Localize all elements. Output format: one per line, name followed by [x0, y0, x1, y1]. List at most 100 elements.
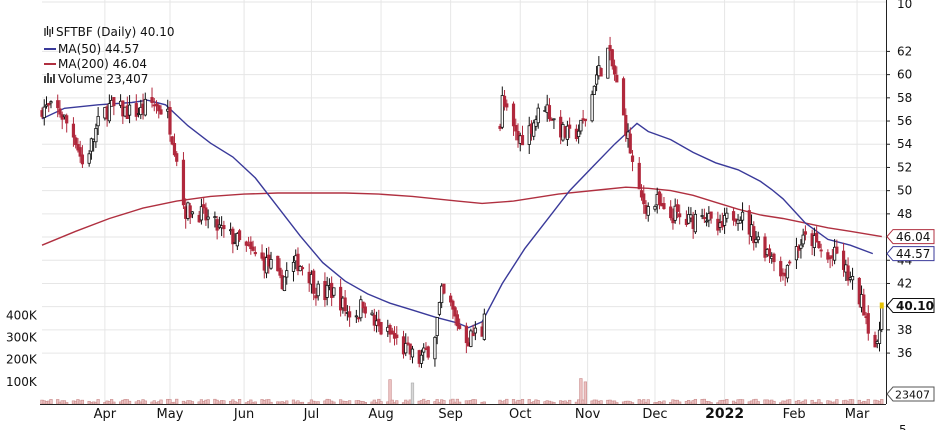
time-tick-label: Nov — [575, 407, 601, 422]
volume-bar — [49, 399, 53, 405]
candle-body — [65, 115, 69, 124]
candle-body — [630, 155, 635, 162]
candle-body — [693, 213, 697, 233]
candle-body — [606, 47, 610, 79]
candle-body — [356, 317, 361, 320]
candle-body — [738, 220, 742, 224]
candle-body — [251, 246, 255, 251]
volume-bar — [285, 400, 289, 405]
volume-bar — [175, 398, 179, 405]
price-tick-label: 62 — [897, 44, 912, 58]
legend-ma50: MA(50) 44.57 — [58, 42, 139, 56]
candle-body — [78, 147, 82, 157]
candle-body — [565, 125, 570, 140]
volume-bar — [316, 401, 320, 405]
candle-body — [846, 265, 850, 281]
ma200-line — [41, 186, 882, 246]
volume-bar — [520, 398, 525, 405]
candle-body — [437, 302, 442, 315]
candle-body — [204, 207, 208, 221]
volume-bar — [253, 401, 257, 405]
candle-body — [253, 251, 257, 255]
candle-body — [426, 346, 430, 358]
candle-body — [471, 333, 475, 337]
candle-body — [316, 283, 320, 297]
candle-body — [332, 287, 336, 296]
candle-body — [80, 154, 85, 165]
candle-body — [464, 325, 468, 344]
candle-body — [673, 205, 677, 221]
candle-body — [772, 253, 776, 263]
candle-body — [395, 334, 399, 339]
volume-bar — [127, 400, 132, 405]
volume-bar — [646, 399, 650, 405]
candle-body — [612, 65, 617, 75]
candle-body — [296, 253, 300, 272]
candle-body — [725, 212, 729, 219]
candle-body — [815, 232, 819, 243]
price-top-cut-label: 10 — [897, 0, 912, 11]
candle-body — [520, 135, 525, 146]
candle-body — [42, 106, 46, 118]
volume-bar — [880, 399, 884, 405]
candle-body — [134, 103, 138, 117]
candle-body — [172, 143, 177, 156]
candle-body — [157, 105, 161, 112]
candle-body — [170, 136, 174, 145]
candle-body — [453, 307, 457, 317]
candle-body — [379, 321, 383, 335]
candle-body — [361, 301, 365, 309]
candle-body — [615, 74, 619, 83]
volume-bar — [662, 400, 666, 405]
volume-badge-label: 23407 — [895, 389, 930, 402]
candle-body — [594, 74, 599, 85]
volume-bar — [552, 402, 556, 405]
price-badge-box — [886, 229, 935, 245]
candle-body — [435, 317, 439, 336]
legend: SFTBF (Daily) 40.10 MA(50) 44.57 MA(200)… — [44, 25, 174, 86]
candle-body — [866, 313, 870, 334]
volume-bar — [410, 382, 415, 405]
candle-body — [568, 124, 572, 129]
candle-body — [583, 118, 587, 122]
candle-body — [269, 259, 273, 269]
candle-body — [278, 267, 282, 276]
candle-body — [89, 138, 93, 152]
candle-body — [592, 85, 596, 95]
candle-body — [833, 246, 837, 261]
candle-body — [763, 236, 767, 258]
candle-body — [410, 348, 415, 358]
candle-body — [552, 118, 556, 121]
candle-body — [388, 324, 392, 335]
legend-ticker: SFTBF (Daily) 40.10 — [56, 25, 174, 39]
candle-body — [801, 234, 805, 245]
volume-bar — [482, 401, 486, 405]
price-tick-label: 50 — [897, 184, 912, 198]
volume-bar — [159, 399, 163, 405]
volume-tick-label: 400K — [6, 308, 38, 322]
volume-bar — [426, 400, 430, 405]
candle-body — [285, 270, 289, 278]
candle-body — [359, 299, 363, 319]
candle-body — [646, 206, 650, 216]
candle-body — [154, 103, 159, 107]
candle-body — [527, 125, 531, 145]
volume-tick-label: 100K — [6, 375, 38, 389]
candle-body — [678, 213, 682, 218]
candle-body — [511, 103, 516, 127]
time-tick-label: Sep — [438, 407, 463, 422]
candle-body — [96, 115, 100, 127]
candle-body — [657, 191, 662, 205]
price-badge-box — [886, 298, 935, 314]
candle-body — [637, 162, 641, 190]
candle-body — [44, 104, 49, 107]
candle-body — [440, 285, 444, 304]
candle-body — [740, 211, 745, 221]
candle-body — [455, 314, 459, 327]
candle-body — [850, 275, 855, 281]
candle-body — [599, 68, 603, 77]
candle-body — [779, 261, 783, 277]
time-tick-label: Dec — [642, 407, 667, 422]
volume-bars — [40, 378, 884, 405]
